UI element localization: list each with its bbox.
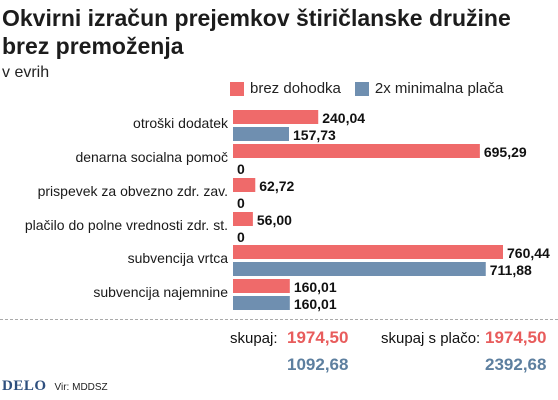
category-label: prispevek za obvezno zdr. zav. (38, 183, 228, 199)
category-label: denarna socialna pomoč (75, 149, 228, 165)
data-label: 0 (237, 161, 245, 177)
data-label: 760,44 (507, 245, 550, 261)
divider (0, 319, 558, 320)
category-label: subvencija vrtca (128, 250, 229, 266)
title-line-1: Okvirni izračun prejemkov štiričlanske d… (2, 5, 511, 31)
total-right-min-wage: 2392,68 (485, 355, 547, 374)
legend-item-brez-dohodka: brez dohodka (230, 80, 341, 97)
bar (233, 212, 253, 226)
legend-label: 2x minimalna plača (374, 80, 504, 97)
bar (233, 110, 319, 124)
data-label: 0 (237, 229, 245, 245)
title-line-2: brez premoženja (2, 33, 184, 59)
total-left-no-income: 1974,50 (287, 328, 349, 347)
legend-swatch-blue (354, 81, 369, 96)
category-label: subvencija najemnine (93, 284, 228, 300)
data-label: 695,29 (484, 144, 527, 160)
source-note: Vir: MDDSZ (54, 382, 108, 393)
data-label: 160,01 (294, 279, 337, 295)
category-label: otroški dodatek (133, 115, 229, 131)
bar (233, 245, 503, 259)
data-label: 160,01 (294, 296, 337, 312)
data-label: 240,04 (322, 110, 365, 126)
bar (233, 127, 290, 141)
bar (233, 279, 290, 293)
chart-title: Okvirni izračun prejemkov štiričlanske d… (2, 4, 554, 60)
total-label-right: skupaj s plačo: (381, 330, 481, 347)
bar (233, 178, 256, 192)
data-label: 157,73 (293, 127, 336, 143)
total-right-no-income: 1974,50 (485, 328, 547, 347)
footer: DELO Vir: MDDSZ (2, 378, 108, 395)
delo-logo: DELO (2, 378, 47, 394)
data-label: 56,00 (257, 212, 292, 228)
data-label: 0 (237, 195, 245, 211)
legend: brez dohodka 2x minimalna plača (230, 80, 509, 97)
category-label: plačilo do polne vrednosti zdr. st. (25, 217, 228, 233)
bar (233, 296, 290, 310)
data-label: 711,88 (490, 262, 532, 278)
unit-label: v evrih (2, 64, 50, 81)
total-left-min-wage: 1092,68 (287, 355, 349, 374)
bar (233, 144, 480, 158)
legend-item-minimalna-placa: 2x minimalna plača (354, 80, 504, 97)
total-label-left: skupaj: (230, 330, 278, 347)
bar (233, 262, 486, 276)
data-label: 62,72 (259, 178, 294, 194)
legend-swatch-red (230, 81, 244, 96)
legend-label: brez dohodka (250, 80, 341, 97)
